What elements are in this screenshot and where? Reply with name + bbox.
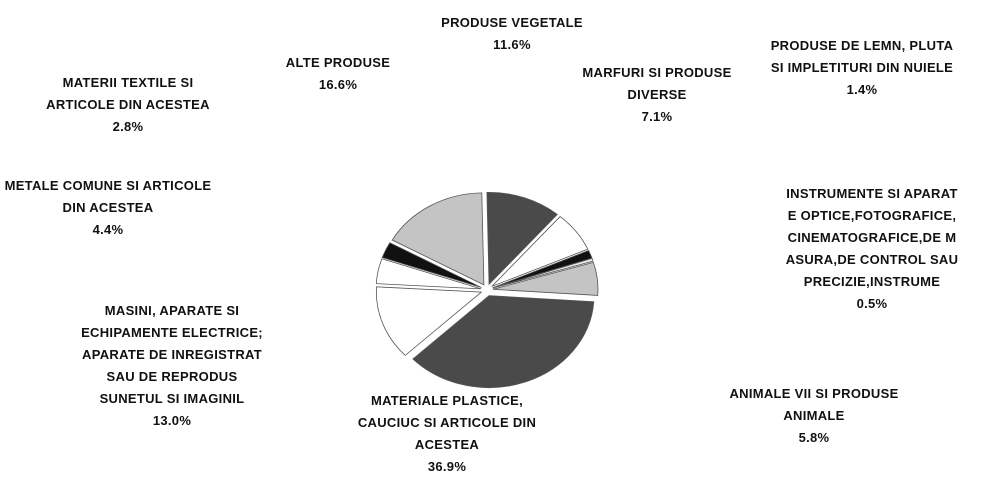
pie-slice — [492, 257, 594, 289]
pie-slice — [375, 286, 483, 356]
value-label: 16.6% — [318, 77, 358, 92]
slice-label: PRODUSE VEGETALE 11.6% — [387, 12, 637, 56]
slice-label: METALE COMUNE SI ARTICOLE DIN ACESTEA 4.4… — [3, 175, 213, 241]
value-label: 0.5% — [856, 296, 888, 311]
category-name: MATERII TEXTILE SI ARTICOLE DIN ACESTEA — [46, 75, 210, 112]
slice-label: MATERIALE PLASTICE, CAUCIUC SI ARTICOLE … — [357, 390, 537, 478]
slice-label: MATERII TEXTILE SI ARTICOLE DIN ACESTEA 2… — [28, 72, 228, 138]
category-name: ALTE PRODUSE — [285, 55, 391, 70]
slice-label: INSTRUMENTE SI APARATE OPTICE,FOTOGRAFIC… — [785, 183, 960, 315]
slice-label: MARFURI SI PRODUSE DIVERSE 7.1% — [572, 62, 742, 128]
slice-label: MASINI, APARATE SI ECHIPAMENTE ELECTRICE… — [77, 300, 267, 432]
value-label: 4.4% — [92, 222, 124, 237]
value-label: 36.9% — [427, 459, 467, 474]
pie-slice — [486, 191, 558, 286]
category-name: PRODUSE VEGETALE — [441, 15, 583, 30]
value-label: 1.4% — [846, 82, 878, 97]
category-name: PRODUSE DE LEMN, PLUTA SI IMPLETITURI DI… — [770, 38, 954, 75]
category-name: MATERIALE PLASTICE, CAUCIUC SI ARTICOLE … — [357, 393, 537, 452]
pie-slice — [381, 242, 482, 288]
value-label: 13.0% — [152, 413, 192, 428]
category-name: METALE COMUNE SI ARTICOLE DIN ACESTEA — [4, 178, 212, 215]
pie-slice — [491, 216, 589, 287]
category-name: ANIMALE VII SI PRODUSE ANIMALE — [729, 386, 899, 423]
pie-slice — [492, 261, 599, 296]
pie-slice — [375, 258, 482, 290]
slice-label: ALTE PRODUSE 16.6% — [253, 52, 423, 96]
pie-slice — [391, 192, 485, 286]
category-name: INSTRUMENTE SI APARATE OPTICE,FOTOGRAFIC… — [785, 186, 959, 289]
slice-label: ANIMALE VII SI PRODUSE ANIMALE 5.8% — [714, 383, 914, 449]
category-name: MASINI, APARATE SI ECHIPAMENTE ELECTRICE… — [81, 303, 263, 406]
value-label: 7.1% — [641, 109, 673, 124]
category-name: MARFURI SI PRODUSE DIVERSE — [582, 65, 732, 102]
pie-slice — [412, 295, 595, 389]
value-label: 11.6% — [493, 37, 531, 52]
value-label: 2.8% — [112, 119, 144, 134]
value-label: 5.8% — [798, 430, 830, 445]
slice-label: PRODUSE DE LEMN, PLUTA SI IMPLETITURI DI… — [767, 35, 957, 101]
